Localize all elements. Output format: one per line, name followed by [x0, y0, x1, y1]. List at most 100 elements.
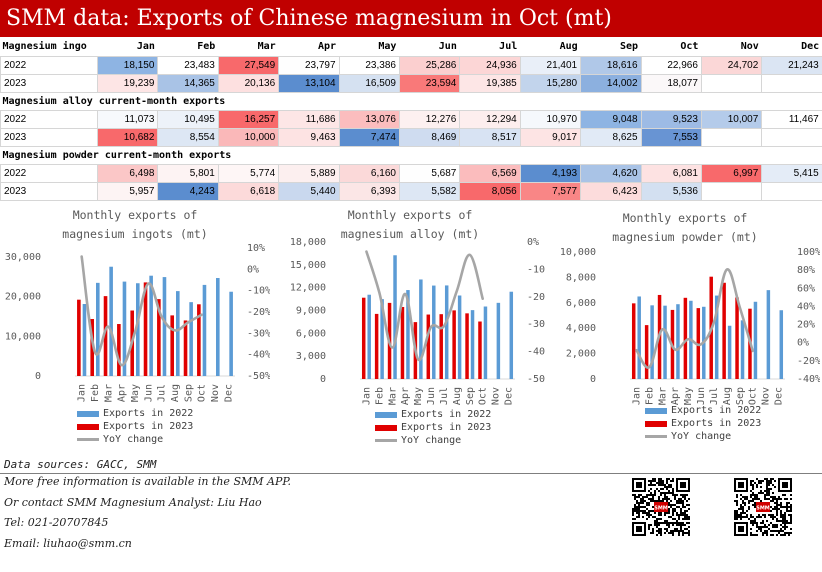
month-header: Dec	[801, 41, 820, 53]
qr-logo-text: SMM	[654, 506, 668, 512]
x-tick-label: Feb	[90, 384, 101, 402]
x-tick-label: Mar	[103, 384, 114, 402]
table-cell: 6,393	[338, 181, 400, 201]
bar-2023	[452, 310, 456, 379]
table-cell: 13,076	[338, 109, 400, 129]
bar-2022	[637, 296, 641, 379]
table-cell: 8,625	[580, 127, 642, 147]
y2-tick-label: 10%	[247, 243, 265, 254]
bar-2022	[727, 325, 732, 379]
legend-2023: Exports in 2023	[375, 421, 491, 434]
table-cell: 5,687	[398, 163, 461, 183]
x-tick-label: Aug	[722, 387, 733, 405]
bar-2022	[740, 320, 745, 379]
table-cell: 7,553	[640, 127, 702, 147]
x-tick-label: Apr	[117, 384, 128, 402]
table-cell: 7,577	[519, 181, 582, 201]
qr-pattern: SMM	[632, 478, 690, 536]
legend-swatch	[375, 411, 397, 418]
table-cell: 19,239	[96, 73, 159, 93]
x-tick-label: Apr	[670, 387, 681, 405]
table-cell: 10,000	[217, 127, 280, 147]
table-cell: 12,276	[398, 109, 461, 129]
x-tick-label: Feb	[374, 387, 385, 405]
y2-tick-label: 40%	[797, 301, 815, 312]
y2-tick-label: -10%	[247, 286, 270, 297]
footer-line: Or contact SMM Magnesium Analyst: Liu Ha…	[4, 495, 262, 509]
table-cell	[761, 181, 822, 201]
table-cell	[700, 181, 763, 201]
legend-swatch	[645, 420, 667, 427]
x-tick-label: Dec	[774, 387, 785, 405]
y2-tick-label: -20%	[247, 307, 270, 318]
year-label: 2022	[0, 163, 98, 183]
y2-tick-label: 0%	[247, 264, 259, 275]
y2-tick-label: 80%	[797, 265, 815, 276]
bar-2022	[676, 304, 680, 379]
bar-2022	[714, 295, 719, 379]
table-cell: 6,498	[96, 163, 159, 183]
y-tick-label: 0	[590, 374, 596, 385]
table-cell: 4,243	[157, 181, 219, 201]
chart-legend: Exports in 2022 Exports in 2023 YoY change	[375, 408, 491, 447]
y2-tick-label: -40%	[247, 350, 270, 361]
y-tick-label: 15,000	[290, 260, 326, 271]
y-tick-label: 10,000	[5, 331, 41, 342]
table-cell: 14,365	[157, 73, 219, 93]
qr-code-app: SMM	[632, 478, 690, 536]
bar-2023	[183, 320, 188, 376]
bar-2023	[157, 299, 161, 376]
x-tick-label: Sep	[465, 387, 476, 405]
x-tick-label: Jun	[696, 387, 707, 405]
month-header: Jan	[136, 41, 155, 53]
table-cell	[761, 127, 822, 147]
table-cell: 27,549	[217, 55, 280, 75]
bar-2022	[470, 310, 475, 379]
x-tick-label: May	[413, 387, 424, 405]
footer-divider	[0, 473, 822, 474]
x-tick-label: May	[683, 387, 694, 405]
table-cell: 10,682	[96, 127, 159, 147]
legend-swatch	[375, 424, 397, 431]
x-tick-label: Dec	[223, 384, 234, 402]
y2-tick-label: -50%	[247, 371, 270, 382]
y2-tick-label: 0%	[527, 237, 539, 248]
table-cell: 22,966	[640, 55, 702, 75]
legend-label: Exports in 2023	[671, 418, 762, 429]
table-cell: 11,686	[278, 109, 340, 129]
table-cell: 5,957	[96, 181, 159, 201]
y-tick-label: 10,000	[560, 247, 596, 258]
table-cell: 18,150	[96, 55, 159, 75]
x-tick-label: Oct	[478, 387, 489, 405]
bar-2022	[176, 291, 180, 376]
bar-2022	[109, 266, 113, 376]
x-tick-label: May	[130, 384, 141, 402]
bar-2023	[170, 315, 174, 376]
table-cell: 10,495	[157, 109, 219, 129]
x-tick-label: Jan	[361, 387, 372, 405]
y-tick-label: 6,000	[566, 298, 596, 309]
bar-2022	[432, 285, 436, 379]
chart-legend: Exports in 2022 Exports in 2023 YoY change	[645, 404, 761, 443]
bar-2023	[722, 282, 726, 379]
table-row: 2022 6,498 5,801 5,774 5,889 6,160 5,687 6,569 4…	[0, 163, 822, 183]
y2-tick-label: -20%	[527, 292, 545, 303]
y2-tick-label: 0%	[797, 338, 809, 349]
year-label: 2023	[0, 127, 98, 147]
table-cell: 8,056	[459, 181, 521, 201]
legend-2022: Exports in 2022	[375, 408, 491, 421]
legend-label: YoY change	[401, 435, 462, 446]
y2-tick-label: -10%	[527, 264, 545, 275]
table-cell: 6,160	[338, 163, 400, 183]
chart-legend: Exports in 2022 Exports in 2023 YoY change	[77, 407, 193, 446]
x-tick-label: Jul	[157, 384, 168, 402]
chart-title-line1: Monthly exports of	[72, 208, 198, 222]
y2-tick-label: -40%	[797, 374, 820, 385]
table-cell: 11,467	[761, 109, 822, 129]
bar-2022	[122, 281, 127, 376]
legend-swatch	[645, 407, 667, 414]
chart-title-line1: Monthly exports of	[347, 208, 473, 222]
x-tick-label: Nov	[761, 387, 772, 405]
table-cell: 12,294	[459, 109, 521, 129]
month-header: Apr	[318, 41, 337, 53]
